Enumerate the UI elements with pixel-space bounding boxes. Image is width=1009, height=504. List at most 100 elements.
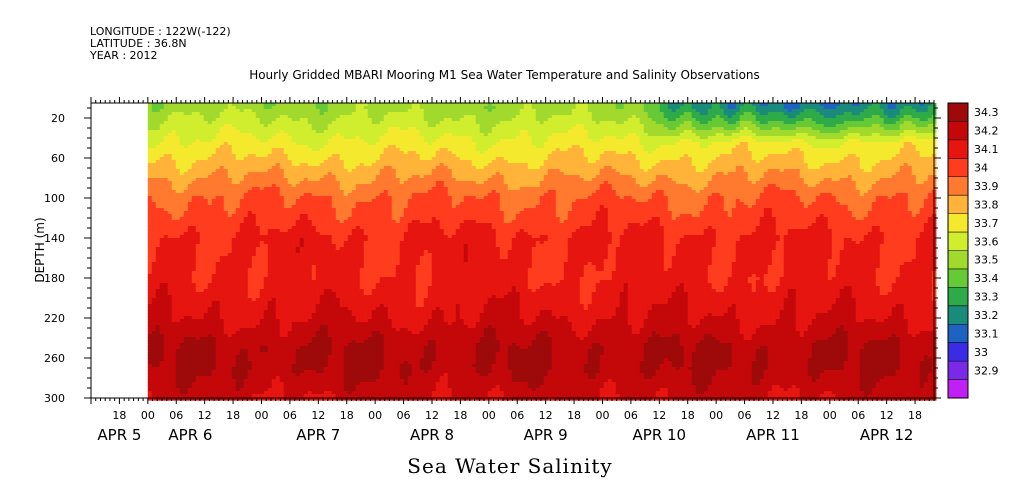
salinity-cell [279, 304, 285, 308]
salinity-cell [167, 388, 173, 392]
salinity-cell [187, 337, 193, 341]
salinity-cell [299, 181, 305, 185]
salinity-cell [255, 328, 261, 332]
salinity-cell [195, 331, 201, 335]
salinity-cell [187, 109, 193, 113]
salinity-cell [163, 307, 169, 311]
salinity-cell [243, 232, 249, 236]
salinity-cell [271, 121, 277, 125]
salinity-cell [151, 301, 157, 305]
salinity-cell [171, 157, 177, 161]
salinity-cell [263, 319, 269, 323]
salinity-cell [335, 112, 341, 116]
salinity-cell [191, 352, 197, 356]
salinity-cell [299, 148, 305, 152]
salinity-cell [223, 301, 229, 305]
salinity-cell [231, 262, 237, 266]
salinity-cell [327, 166, 333, 170]
salinity-cell [163, 286, 169, 290]
salinity-cell [239, 355, 245, 359]
salinity-cell [231, 235, 237, 239]
salinity-cell [279, 121, 285, 125]
salinity-cell [315, 316, 321, 320]
salinity-cell [223, 340, 229, 344]
salinity-cell [287, 283, 293, 287]
salinity-cell [267, 148, 273, 152]
salinity-cell [171, 172, 177, 176]
salinity-cell [311, 355, 317, 359]
salinity-cell [287, 313, 293, 317]
salinity-cell [227, 169, 233, 173]
salinity-cell [335, 250, 341, 254]
salinity-cell [319, 205, 325, 209]
salinity-cell [239, 364, 245, 368]
salinity-cell [199, 118, 205, 122]
salinity-cell [215, 343, 221, 347]
salinity-cell [279, 313, 285, 317]
salinity-cell [267, 244, 273, 248]
salinity-cell [239, 343, 245, 347]
salinity-cell [147, 265, 153, 269]
salinity-cell [323, 361, 329, 365]
salinity-cell [183, 361, 189, 365]
salinity-cell [179, 379, 185, 383]
salinity-cell [319, 376, 325, 380]
salinity-cell [331, 205, 337, 209]
salinity-cell [219, 124, 225, 128]
salinity-cell [319, 319, 325, 323]
salinity-cell [343, 349, 349, 353]
salinity-cell [247, 313, 253, 317]
salinity-cell [299, 160, 305, 164]
salinity-cell [155, 151, 161, 155]
salinity-cell [279, 355, 285, 359]
salinity-cell [271, 283, 277, 287]
salinity-cell [247, 220, 253, 224]
salinity-cell [303, 352, 309, 356]
salinity-cell [175, 229, 181, 233]
salinity-cell [335, 385, 341, 389]
salinity-cell [283, 229, 289, 233]
salinity-cell [175, 295, 181, 299]
salinity-cell [195, 196, 201, 200]
salinity-cell [307, 121, 313, 125]
salinity-cell [203, 277, 209, 281]
salinity-cell [255, 298, 261, 302]
salinity-cell [163, 139, 169, 143]
salinity-cell [163, 109, 169, 113]
salinity-cell [291, 277, 297, 281]
salinity-cell [327, 133, 333, 137]
salinity-cell [175, 172, 181, 176]
salinity-cell [195, 172, 201, 176]
salinity-cell [315, 358, 321, 362]
salinity-cell [255, 319, 261, 323]
salinity-cell [335, 364, 341, 368]
salinity-cell [187, 268, 193, 272]
salinity-cell [171, 295, 177, 299]
salinity-cell [167, 298, 173, 302]
salinity-cell [271, 376, 277, 380]
salinity-cell [235, 316, 241, 320]
salinity-cell [343, 391, 349, 395]
salinity-cell [279, 346, 285, 350]
salinity-cell [327, 301, 333, 305]
salinity-cell [151, 262, 157, 266]
salinity-cell [235, 271, 241, 275]
salinity-cell [191, 199, 197, 203]
salinity-cell [183, 385, 189, 389]
salinity-cell [275, 142, 281, 146]
salinity-cell [315, 190, 321, 194]
salinity-cell [147, 244, 153, 248]
salinity-cell [223, 232, 229, 236]
salinity-cell [231, 331, 237, 335]
salinity-cell [183, 241, 189, 245]
salinity-cell [251, 343, 257, 347]
salinity-cell [235, 241, 241, 245]
salinity-cell [219, 355, 225, 359]
salinity-cell [331, 142, 337, 146]
salinity-cell [307, 364, 313, 368]
salinity-cell [167, 217, 173, 221]
salinity-cell [255, 133, 261, 137]
salinity-cell [307, 211, 313, 215]
salinity-cell [331, 259, 337, 263]
salinity-cell [147, 319, 153, 323]
